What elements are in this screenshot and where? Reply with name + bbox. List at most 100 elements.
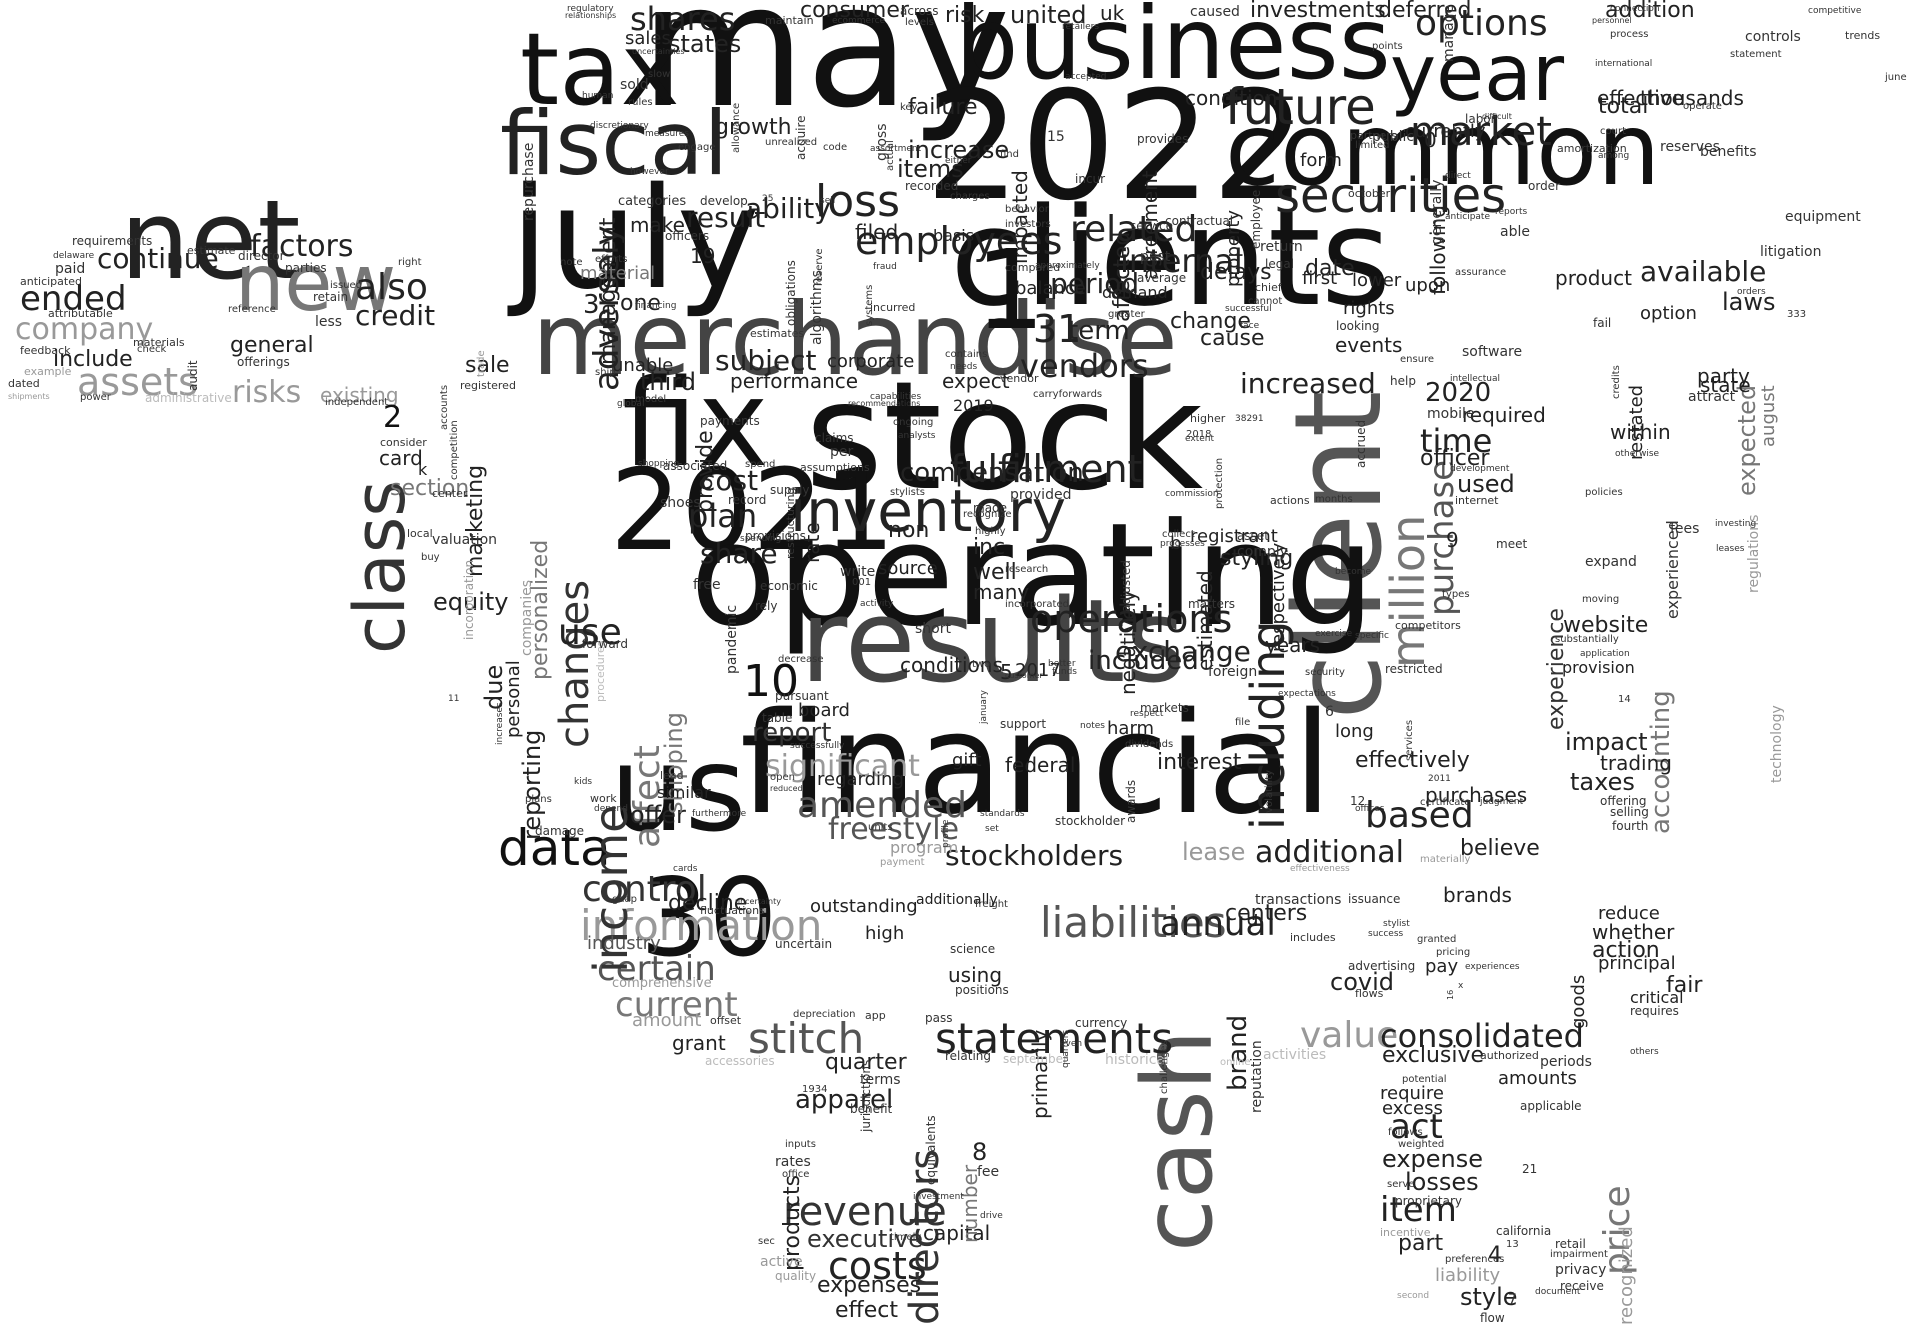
- word-30: 30: [640, 856, 778, 981]
- word-process: process: [1610, 29, 1649, 40]
- word-0: 0: [1424, 128, 1437, 152]
- word-style: style: [1460, 1283, 1518, 1311]
- word-others: others: [1630, 1047, 1659, 1057]
- word-option: option: [1640, 303, 1697, 324]
- word-decrease: decrease: [778, 654, 824, 665]
- word-new: new: [235, 239, 397, 329]
- word-years: years: [1265, 633, 1321, 657]
- word-attract: attract: [1688, 389, 1736, 405]
- word-investing: investing: [1715, 519, 1757, 529]
- word-operate: operate: [1683, 101, 1722, 112]
- word-control: control: [582, 869, 707, 910]
- word-interest: interest: [1157, 750, 1242, 775]
- word-additionally: additionally: [916, 892, 998, 908]
- word-generally: generally: [1429, 179, 1445, 245]
- word-paid: paid: [55, 261, 86, 277]
- word-matters: matters: [1188, 597, 1236, 611]
- word-impairment: impairment: [1550, 1249, 1608, 1260]
- word-events: events: [1335, 333, 1403, 357]
- word-items: items: [897, 155, 964, 183]
- word-needs: needs: [950, 362, 978, 372]
- word-processes: processes: [1160, 539, 1205, 549]
- word-management: management: [596, 217, 621, 365]
- word-carryforwards: carryforwards: [1033, 389, 1103, 400]
- word-pay: pay: [1425, 956, 1459, 977]
- word-shares: shares: [630, 0, 736, 38]
- word-competitors: competitors: [1395, 619, 1461, 632]
- word-competition: competition: [449, 420, 460, 480]
- word-local: local: [407, 527, 433, 540]
- word-less: less: [315, 314, 343, 330]
- word-equity: equity: [433, 588, 509, 616]
- word-document: document: [1535, 1287, 1581, 1297]
- word-operating: operating: [690, 493, 1376, 658]
- word-lease: lease: [1182, 838, 1246, 866]
- word-security: security: [1305, 667, 1345, 678]
- word-failure: failure: [908, 95, 978, 120]
- word-critical: critical: [1630, 988, 1684, 1007]
- word-fee: fee: [977, 1164, 1000, 1180]
- word-11: 11: [448, 694, 460, 704]
- word-fraud: fraud: [873, 262, 897, 272]
- word-31: 31: [1033, 307, 1082, 351]
- word-center: center: [432, 487, 468, 500]
- word-difficult: difficult: [1482, 112, 1512, 121]
- word-included: included: [1088, 646, 1199, 676]
- word-8: 8: [972, 1138, 988, 1166]
- word-existing: existing: [320, 383, 399, 407]
- word-weighted: weighted: [1398, 1139, 1445, 1150]
- word-basis: basis: [933, 226, 975, 245]
- word-brand: brand: [1223, 1014, 1253, 1091]
- word-loss: loss: [815, 176, 900, 227]
- word-companies: companies: [519, 579, 535, 656]
- word-categories: categories: [618, 194, 687, 209]
- word-state: state: [1700, 373, 1751, 397]
- word-grant: grant: [672, 1031, 726, 1055]
- word-levels: levels: [905, 17, 934, 28]
- word-quality: quality: [775, 1269, 817, 1283]
- word-power: power: [80, 392, 111, 403]
- word-profile: profile: [941, 819, 951, 848]
- word-liabilities: liabilities: [1040, 898, 1227, 947]
- word-customer: customer: [1005, 671, 1043, 680]
- word-9: 9: [1446, 528, 1459, 552]
- word-looking: looking: [1336, 319, 1380, 333]
- word-fluctuations: fluctuations: [700, 904, 765, 917]
- word-risks: risks: [232, 375, 302, 410]
- word-ship: ship: [595, 367, 616, 378]
- word-public: public: [1372, 129, 1415, 145]
- word-estimate: estimate: [187, 244, 236, 257]
- word-result: result: [686, 201, 766, 234]
- word-class: class: [339, 480, 421, 654]
- word-freestyle: freestyle: [828, 812, 960, 847]
- word-recognized: recognized: [1616, 1226, 1637, 1325]
- word-september: september: [1003, 1052, 1068, 1066]
- word-payment: payment: [880, 857, 925, 868]
- word-serve: serve: [1387, 1179, 1415, 1190]
- word-activities: activities: [1263, 1047, 1327, 1063]
- word-stitch: stitch: [748, 1014, 865, 1063]
- word-allowance: allowance: [731, 102, 742, 153]
- word-also: also: [355, 267, 428, 308]
- word-equivalents: equivalents: [924, 1115, 938, 1185]
- word-historical: historical: [1105, 1052, 1169, 1068]
- word-fulfillment: fulfillment: [950, 447, 1143, 491]
- word-harm: harm: [1107, 718, 1155, 739]
- word-increased: increased: [1240, 367, 1376, 400]
- word-connection: connection: [1610, 4, 1660, 14]
- word-includes: includes: [1290, 931, 1336, 944]
- word-amount: amount: [632, 1010, 702, 1031]
- word-taxes: taxes: [1570, 768, 1635, 796]
- word-cause: cause: [1200, 326, 1265, 351]
- word-slow: slow: [648, 69, 671, 80]
- word-trade: trade: [476, 350, 487, 377]
- word-demand: demand: [1102, 283, 1168, 302]
- word-incentive: incentive: [1380, 1226, 1431, 1239]
- word-growth: growth: [715, 115, 792, 140]
- word-company: company: [15, 312, 154, 347]
- word-financial: financial: [740, 683, 1332, 846]
- word-uncertain: uncertain: [775, 937, 833, 951]
- word-rights: rights: [1343, 298, 1395, 319]
- word-4: 4: [1488, 1243, 1502, 1268]
- word-available: available: [1640, 255, 1767, 288]
